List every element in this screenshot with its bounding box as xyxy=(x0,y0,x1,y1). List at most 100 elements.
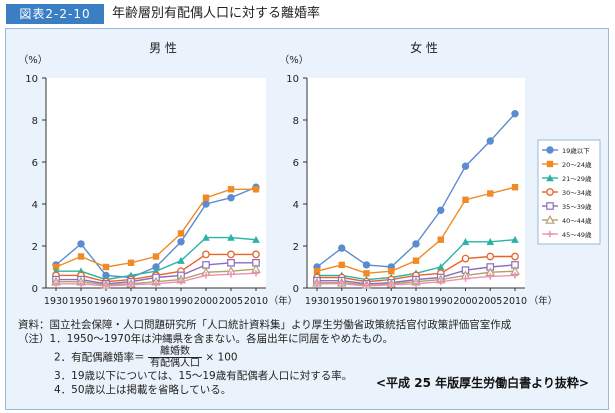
female-x-tick-label: 1980 xyxy=(404,296,428,307)
note-2-fraction: 離婚数 有配偶人口 xyxy=(148,346,203,369)
note-2-numerator: 離婚数 xyxy=(148,346,203,358)
note-2-prefix: 2．有配偶離婚率＝ xyxy=(54,351,145,364)
male-x-tick-label: 2000 xyxy=(194,296,218,307)
male-series-2-point xyxy=(252,235,260,243)
female-x-tick-label: 1950 xyxy=(330,296,354,307)
female-y-tick-label: 8 xyxy=(293,116,299,127)
legend-label: 19歳以下 xyxy=(562,146,590,155)
male-chart-title: 男 性 xyxy=(149,41,177,55)
legend-marker xyxy=(546,202,554,210)
male-series-0-point xyxy=(177,238,185,246)
male-series-4-point xyxy=(227,259,235,267)
note-2: 2．有配偶離婚率＝ 離婚数 有配偶人口 × 100 xyxy=(18,346,511,369)
male-series-1-point xyxy=(152,253,160,260)
female-series-0-point xyxy=(461,162,470,170)
male-series-2-point xyxy=(227,233,235,241)
female-series-1-point xyxy=(487,190,494,197)
female-x-tick-label: 1960 xyxy=(354,296,378,307)
female-y-tick-label: 10 xyxy=(286,74,299,85)
female-y-unit: （%） xyxy=(279,54,309,66)
legend-label: 30～34歳 xyxy=(562,188,592,197)
male-y-tick-label: 8 xyxy=(32,116,38,127)
note-4: 4．50歳以上は掲載を省略している。 xyxy=(54,384,232,396)
female-chart-title: 女 性 xyxy=(410,40,438,55)
male-x-tick-label: 1990 xyxy=(169,296,193,307)
female-series-1-point xyxy=(437,236,444,243)
male-y-tick-label: 10 xyxy=(25,74,38,85)
figure-title: 年齢層別有配偶人口に対する離婚率 xyxy=(112,6,321,21)
female-series-3-point xyxy=(511,252,519,261)
legend-marker xyxy=(546,160,554,168)
female-y-tick-label: 0 xyxy=(293,284,299,295)
female-x-tick-label: 1930 xyxy=(305,296,329,307)
male-series-3-point xyxy=(202,250,210,259)
male-x-tick-label: 2010 xyxy=(244,296,268,307)
note-2-denominator: 有配偶人口 xyxy=(150,358,201,369)
female-y-tick-label: 2 xyxy=(293,242,299,253)
male-series-1-point xyxy=(227,186,235,193)
male-y-tick-label: 2 xyxy=(32,242,38,253)
female-y-tick-label: 4 xyxy=(293,200,299,211)
male-series-1-point xyxy=(202,194,210,201)
notes-block: 資料：国立社会保障・人口問題研究所「人口統計資料集」より厚生労働省政策統括官付政… xyxy=(18,318,511,397)
female-x-tick-label: 1970 xyxy=(379,296,403,307)
legend-label: 45～49歳 xyxy=(562,230,592,239)
figure-header: 図表2-2-10 年齢層別有配偶人口に対する離婚率 xyxy=(2,0,613,28)
male-x-tick-label: 1960 xyxy=(94,296,118,307)
legend-marker xyxy=(545,214,555,224)
female-series-0-point xyxy=(437,206,445,215)
male-series-1-point xyxy=(77,253,85,260)
female-series-2-point xyxy=(461,238,470,245)
legend-marker xyxy=(546,146,554,154)
female-x-tick-label: 1990 xyxy=(429,296,453,307)
male-series-3-point xyxy=(227,250,235,259)
female-series-1-point xyxy=(313,268,321,275)
female-series-0-point xyxy=(511,110,519,118)
female-series-0-point xyxy=(486,137,494,145)
source-note: <平成 25 年版厚生労働白書より抜粋> xyxy=(376,376,589,390)
male-y-tick-label: 4 xyxy=(32,200,38,211)
female-series-0-point xyxy=(338,244,346,252)
female-series-3-point xyxy=(461,254,470,263)
legend-label: 20～24歳 xyxy=(562,160,592,169)
female-series-1-point xyxy=(363,270,370,277)
male-series-0-point xyxy=(227,194,235,202)
legend-marker xyxy=(546,174,554,182)
male-series-3-point xyxy=(252,250,260,259)
source-line: 資料：国立社会保障・人口問題研究所「人口統計資料集」より厚生労働省政策統括官付政… xyxy=(18,319,512,331)
female-x-tick-label: 2000 xyxy=(453,296,477,307)
note-1: （注）1．1950～1970年は沖縄県を含まない。各届出年に同居をやめたもの。 xyxy=(18,333,394,345)
female-y-tick-label: 6 xyxy=(293,158,299,169)
female-series-1-point xyxy=(388,268,395,275)
male-x-tick-label: 1930 xyxy=(44,296,68,307)
female-series-1-point xyxy=(511,184,519,191)
note-3: 3．19歳以下については、15～19歳有配偶者人口に対する率。 xyxy=(54,370,353,382)
female-x-tick-label: 2010 xyxy=(503,296,527,307)
male-x-tick-label: 2005 xyxy=(219,296,243,307)
male-series-1-point xyxy=(127,259,135,266)
female-series-0-point xyxy=(412,240,420,248)
female-series-2-point xyxy=(511,235,519,243)
female-series-2-point xyxy=(436,263,445,271)
male-x-tick-label: 1970 xyxy=(119,296,143,307)
male-y-tick-label: 0 xyxy=(32,284,38,295)
male-x-tick-label: 1980 xyxy=(144,296,168,307)
female-series-3-point xyxy=(486,252,495,261)
legend-label: 40～44歳 xyxy=(562,216,592,225)
male-x-unit: （年） xyxy=(269,295,298,307)
male-series-2-point xyxy=(202,233,210,241)
male-series-0-point xyxy=(77,240,85,248)
female-series-0-point xyxy=(362,261,371,269)
legend-label: 21～29歳 xyxy=(562,174,592,183)
legend-marker xyxy=(546,188,554,196)
male-series-1-point xyxy=(102,263,110,271)
male-y-unit: （%） xyxy=(18,54,48,66)
figure-label: 図表2-2-10 xyxy=(6,4,104,24)
male-series-2-point xyxy=(177,256,185,264)
female-series-1-point xyxy=(338,261,345,269)
male-y-tick-label: 6 xyxy=(32,158,38,169)
female-series-2-point xyxy=(486,238,495,245)
legend-label: 35～39歳 xyxy=(562,202,592,211)
male-series-1-point xyxy=(52,263,60,271)
